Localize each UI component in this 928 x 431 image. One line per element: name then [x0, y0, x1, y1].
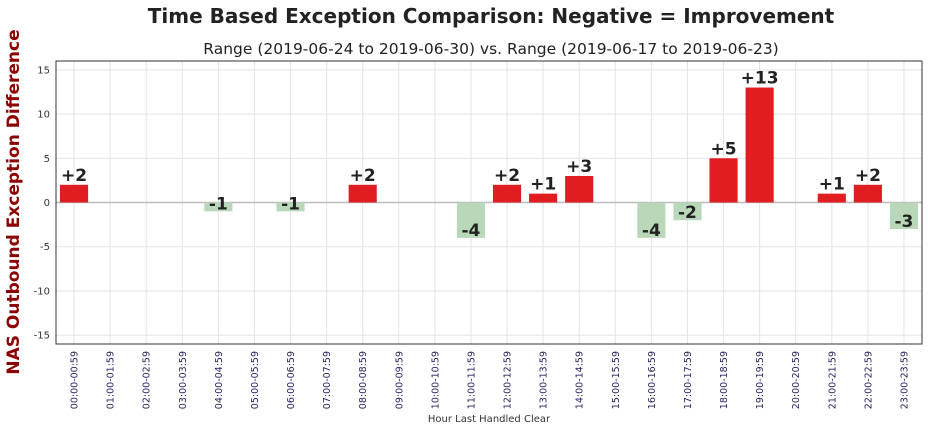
data-label: +1 [530, 175, 556, 195]
x-tick-label: 20:00-20:59 [791, 351, 802, 409]
data-label: +2 [494, 166, 520, 186]
bar [673, 202, 702, 221]
data-label: +3 [566, 157, 592, 177]
y-tick-label: -10 [34, 286, 50, 297]
x-tick-label: 02:00-02:59 [142, 351, 153, 409]
bar [529, 193, 558, 203]
x-tick-label: 05:00-05:59 [250, 351, 261, 409]
bar [817, 193, 846, 203]
bar [59, 184, 89, 203]
bar [276, 202, 305, 212]
data-label: -1 [209, 194, 228, 214]
x-tick-label: 06:00-06:59 [286, 351, 297, 409]
x-axis-label: Hour Last Handled Clear [428, 414, 551, 425]
bar [745, 87, 774, 203]
grid-lines [56, 61, 922, 344]
x-tick-labels: 00:00-00:59 01:00-01:59 02:00-02:59 03:00-0… [70, 351, 911, 409]
data-label: +2 [855, 166, 881, 186]
y-tick-label: 10 [37, 110, 50, 121]
bar [348, 184, 377, 203]
x-tick-label: 22:00-22:59 [863, 351, 874, 409]
x-tick-label: 18:00-18:59 [719, 351, 730, 409]
x-tick-label: 11:00-11:59 [466, 351, 477, 409]
x-tick-label: 15:00-15:59 [611, 351, 622, 409]
x-tick-label: 16:00-16:59 [647, 351, 658, 409]
bar [853, 184, 882, 203]
x-tick-label: 09:00-09:59 [394, 351, 405, 409]
x-tick-label: 03:00-03:59 [178, 351, 189, 409]
chart-title: Time Based Exception Comparison: Negativ… [147, 4, 835, 28]
data-label: +2 [61, 166, 87, 186]
data-label: +5 [711, 139, 737, 159]
y-tick-label: 5 [44, 154, 50, 165]
x-tick-label: 17:00-17:59 [683, 351, 694, 409]
y-tick-label: -15 [34, 331, 50, 342]
data-label: +13 [741, 69, 779, 89]
chart-subtitle: Range (2019-06-24 to 2019-06-30) vs. Ran… [203, 40, 779, 58]
x-tick-label: 00:00-00:59 [70, 351, 81, 409]
bar [456, 202, 486, 238]
x-tick-label: 13:00-13:59 [539, 351, 550, 409]
plot-frame [55, 60, 923, 345]
y-tick-labels: -15 -10 -5 0 5 10 15 [34, 65, 50, 341]
x-tick-label: 14:00-14:59 [575, 351, 586, 409]
data-label: +1 [819, 175, 845, 195]
data-label: -3 [895, 212, 914, 232]
bars [59, 87, 919, 238]
x-tick-label: 12:00-12:59 [503, 351, 514, 409]
x-tick-label: 19:00-19:59 [755, 351, 766, 409]
x-tick-label: 21:00-21:59 [827, 351, 838, 409]
x-tick-label: 04:00-04:59 [214, 351, 225, 409]
x-tick-label: 08:00-08:59 [358, 351, 369, 409]
bar [637, 202, 666, 238]
x-tick-label: 23:00-23:59 [899, 351, 910, 409]
y-tick-label: 0 [44, 198, 50, 209]
data-label: -2 [678, 203, 697, 223]
y-tick-label: -5 [40, 242, 50, 253]
data-label: -1 [281, 194, 300, 214]
x-tick-label: 10:00-10:59 [430, 351, 441, 409]
y-axis-label: NAS Outbound Exception Difference [4, 29, 24, 374]
data-label: -4 [642, 221, 661, 241]
x-tick-label: 01:00-01:59 [106, 351, 117, 409]
bar [889, 202, 919, 230]
bar [204, 202, 233, 212]
data-labels: +2 -1 -1 +2 -4 +2 +1 +3 -4 -2 +5 +13 +1 +2 -3 [61, 69, 913, 241]
bar [565, 175, 594, 203]
bar [709, 158, 738, 203]
bar [492, 184, 522, 203]
y-tick-label: 15 [37, 65, 50, 76]
x-tick-label: 07:00-07:59 [322, 351, 333, 409]
data-label: +2 [350, 166, 376, 186]
data-label: -4 [462, 221, 481, 241]
